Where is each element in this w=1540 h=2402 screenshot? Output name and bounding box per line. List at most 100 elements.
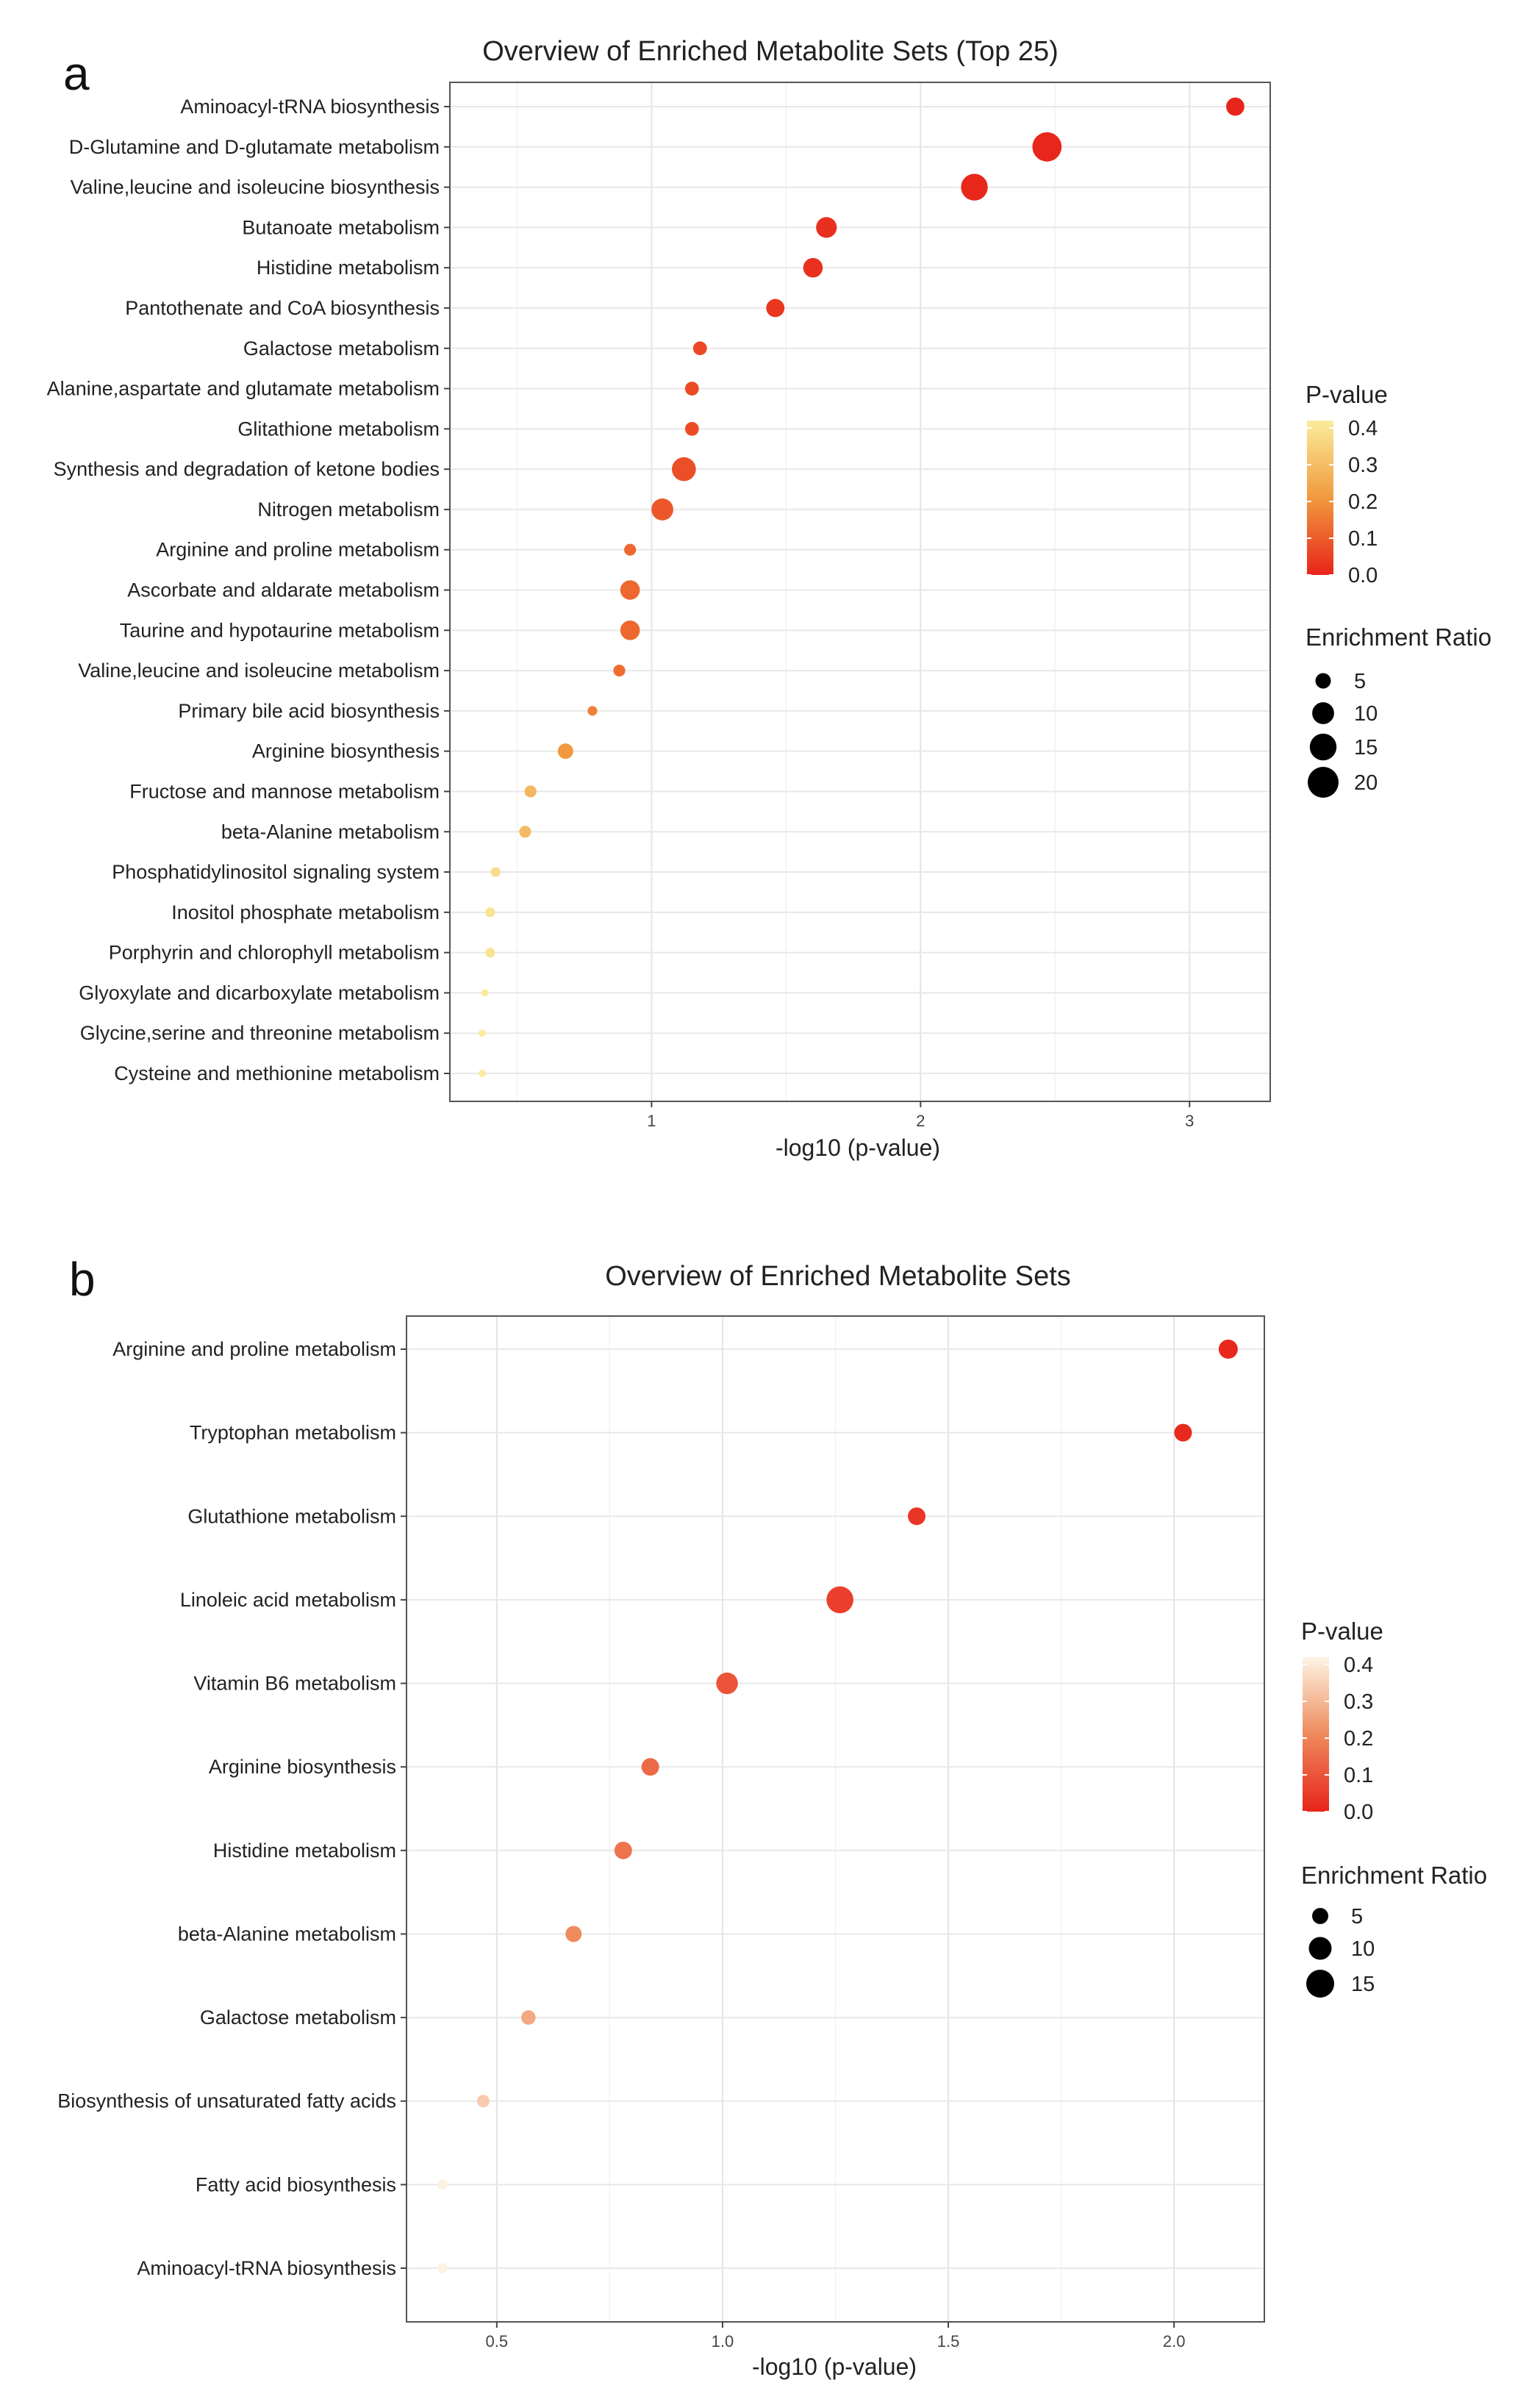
color-legend-bar bbox=[1303, 1657, 1329, 1812]
size-legend-dot bbox=[1306, 1970, 1334, 1998]
data-point bbox=[651, 498, 673, 521]
y-tick-label: Tryptophan metabolism bbox=[190, 1422, 396, 1444]
color-legend-label: 0.3 bbox=[1348, 454, 1378, 477]
x-tick-label: 3 bbox=[1185, 1112, 1194, 1130]
panel-a-x-axis-label: -log10 (p-value) bbox=[776, 1134, 940, 1161]
data-point bbox=[1226, 97, 1244, 116]
size-legend-label: 15 bbox=[1351, 1973, 1375, 1996]
y-tick-label: D-Glutamine and D-glutamate metabolism bbox=[69, 136, 440, 158]
size-legend-label: 10 bbox=[1351, 1937, 1375, 1961]
data-point bbox=[816, 217, 837, 238]
data-point bbox=[478, 1070, 486, 1077]
color-legend-label: 0.2 bbox=[1344, 1727, 1373, 1751]
data-point bbox=[481, 989, 489, 997]
size-legend-dot bbox=[1308, 1937, 1332, 1960]
data-point bbox=[766, 299, 785, 318]
size-legend-label: 10 bbox=[1354, 702, 1378, 726]
data-point bbox=[521, 2010, 536, 2025]
y-tick-label: Cysteine and methionine metabolism bbox=[114, 1062, 440, 1084]
size-legend-dot bbox=[1312, 1908, 1328, 1924]
size-legend-dot bbox=[1308, 767, 1339, 798]
data-point bbox=[684, 421, 699, 436]
data-point bbox=[1174, 1423, 1192, 1442]
data-point bbox=[1032, 132, 1062, 162]
size-legend-dot bbox=[1309, 733, 1337, 761]
x-tick-label: 2.0 bbox=[1163, 2332, 1186, 2351]
plot-background bbox=[450, 82, 1270, 1101]
data-point bbox=[692, 341, 707, 356]
color-legend-label: 0.2 bbox=[1348, 490, 1378, 514]
data-point bbox=[961, 174, 988, 201]
y-tick-label: Aminoacyl-tRNA biosynthesis bbox=[180, 96, 440, 118]
color-legend-label: 0.3 bbox=[1344, 1690, 1373, 1714]
y-tick-label: Linoleic acid metabolism bbox=[180, 1589, 396, 1611]
data-point bbox=[684, 382, 699, 396]
y-tick-label: Arginine and proline metabolism bbox=[112, 1338, 396, 1360]
data-point bbox=[565, 1926, 582, 1942]
y-tick-label: Fructose and mannose metabolism bbox=[129, 780, 440, 802]
y-tick-label: Ascorbate and aldarate metabolism bbox=[127, 579, 440, 601]
panel-a-size-legend-title: Enrichment Ratio bbox=[1306, 623, 1491, 651]
size-legend-label: 5 bbox=[1354, 670, 1366, 693]
x-tick-label: 2 bbox=[916, 1112, 925, 1130]
y-tick-label: Aminoacyl-tRNA biosynthesis bbox=[137, 2257, 396, 2279]
panel-b-color-legend-title: P-value bbox=[1301, 1618, 1383, 1645]
y-tick-label: Valine,leucine and isoleucine biosynthes… bbox=[71, 176, 440, 199]
size-legend-label: 15 bbox=[1354, 736, 1378, 759]
panel-b-x-axis-label: -log10 (p-value) bbox=[752, 2353, 917, 2380]
data-point bbox=[826, 1586, 853, 1614]
color-legend-label: 0.4 bbox=[1348, 417, 1378, 440]
panel-b-plot: Arginine and proline metabolism Tryptopha… bbox=[57, 1315, 1375, 2351]
plot-border bbox=[449, 82, 1271, 1102]
color-legend-label: 0.1 bbox=[1348, 527, 1378, 551]
data-point bbox=[613, 664, 626, 677]
data-point bbox=[620, 620, 640, 640]
data-point bbox=[803, 257, 823, 278]
data-point bbox=[620, 580, 640, 600]
y-tick-label: Pantothenate and CoA biosynthesis bbox=[125, 297, 440, 319]
y-tick-label: Phosphatidylinositol signaling system bbox=[112, 861, 440, 883]
data-point bbox=[587, 706, 598, 716]
y-tick-label: Galactose metabolism bbox=[243, 337, 440, 360]
y-tick-label: Valine,leucine and isoleucine metabolism bbox=[78, 660, 440, 682]
x-tick-label: 1.0 bbox=[712, 2332, 734, 2351]
y-tick-label: Arginine biosynthesis bbox=[252, 740, 440, 762]
panel-a-label: a bbox=[63, 47, 90, 100]
data-point bbox=[490, 867, 501, 877]
y-tick-label: Histidine metabolism bbox=[257, 257, 440, 279]
data-point bbox=[437, 2179, 448, 2190]
x-tick-label: 0.5 bbox=[486, 2332, 509, 2351]
y-tick-label: Butanoate metabolism bbox=[242, 216, 440, 238]
data-point bbox=[476, 2095, 490, 2108]
y-tick-label: Nitrogen metabolism bbox=[257, 498, 440, 521]
panel-b-size-legend-title: Enrichment Ratio bbox=[1301, 1862, 1487, 1889]
y-tick-label: Glyoxylate and dicarboxylate metabolism bbox=[79, 982, 440, 1004]
y-tick-label: Glitathione metabolism bbox=[237, 418, 440, 440]
y-tick-label: beta-Alanine metabolism bbox=[178, 1923, 396, 1945]
data-point bbox=[716, 1672, 738, 1695]
data-point bbox=[641, 1758, 659, 1776]
y-tick-label: Taurine and hypotaurine metabolism bbox=[120, 619, 440, 641]
data-point bbox=[672, 457, 696, 482]
x-tick-label: 1 bbox=[647, 1112, 656, 1130]
color-legend-label: 0.4 bbox=[1344, 1654, 1373, 1677]
y-tick-label: Glutathione metabolism bbox=[187, 1505, 396, 1527]
y-tick-label: Vitamin B6 metabolism bbox=[193, 1673, 396, 1695]
data-point bbox=[557, 743, 573, 759]
panel-b: b Overview of Enriched Metabolite Sets -… bbox=[69, 1253, 1487, 2380]
plot-border bbox=[406, 1315, 1265, 2323]
y-tick-label: Inositol phosphate metabolism bbox=[171, 901, 440, 923]
y-tick-label: Biosynthesis of unsaturated fatty acids bbox=[57, 2090, 396, 2112]
size-legend-label: 20 bbox=[1354, 771, 1378, 795]
color-legend-label: 0.1 bbox=[1344, 1764, 1373, 1787]
panel-b-label: b bbox=[69, 1253, 96, 1306]
y-tick-label: Primary bile acid biosynthesis bbox=[178, 700, 440, 722]
color-legend-label: 0.0 bbox=[1344, 1801, 1373, 1824]
data-point bbox=[485, 948, 495, 958]
color-legend-label: 0.0 bbox=[1348, 564, 1378, 587]
x-tick-label: 1.5 bbox=[937, 2332, 960, 2351]
data-point bbox=[1218, 1340, 1238, 1359]
data-point bbox=[624, 543, 637, 556]
y-tick-label: Alanine,aspartate and glutamate metaboli… bbox=[47, 378, 440, 400]
data-point bbox=[908, 1507, 926, 1526]
